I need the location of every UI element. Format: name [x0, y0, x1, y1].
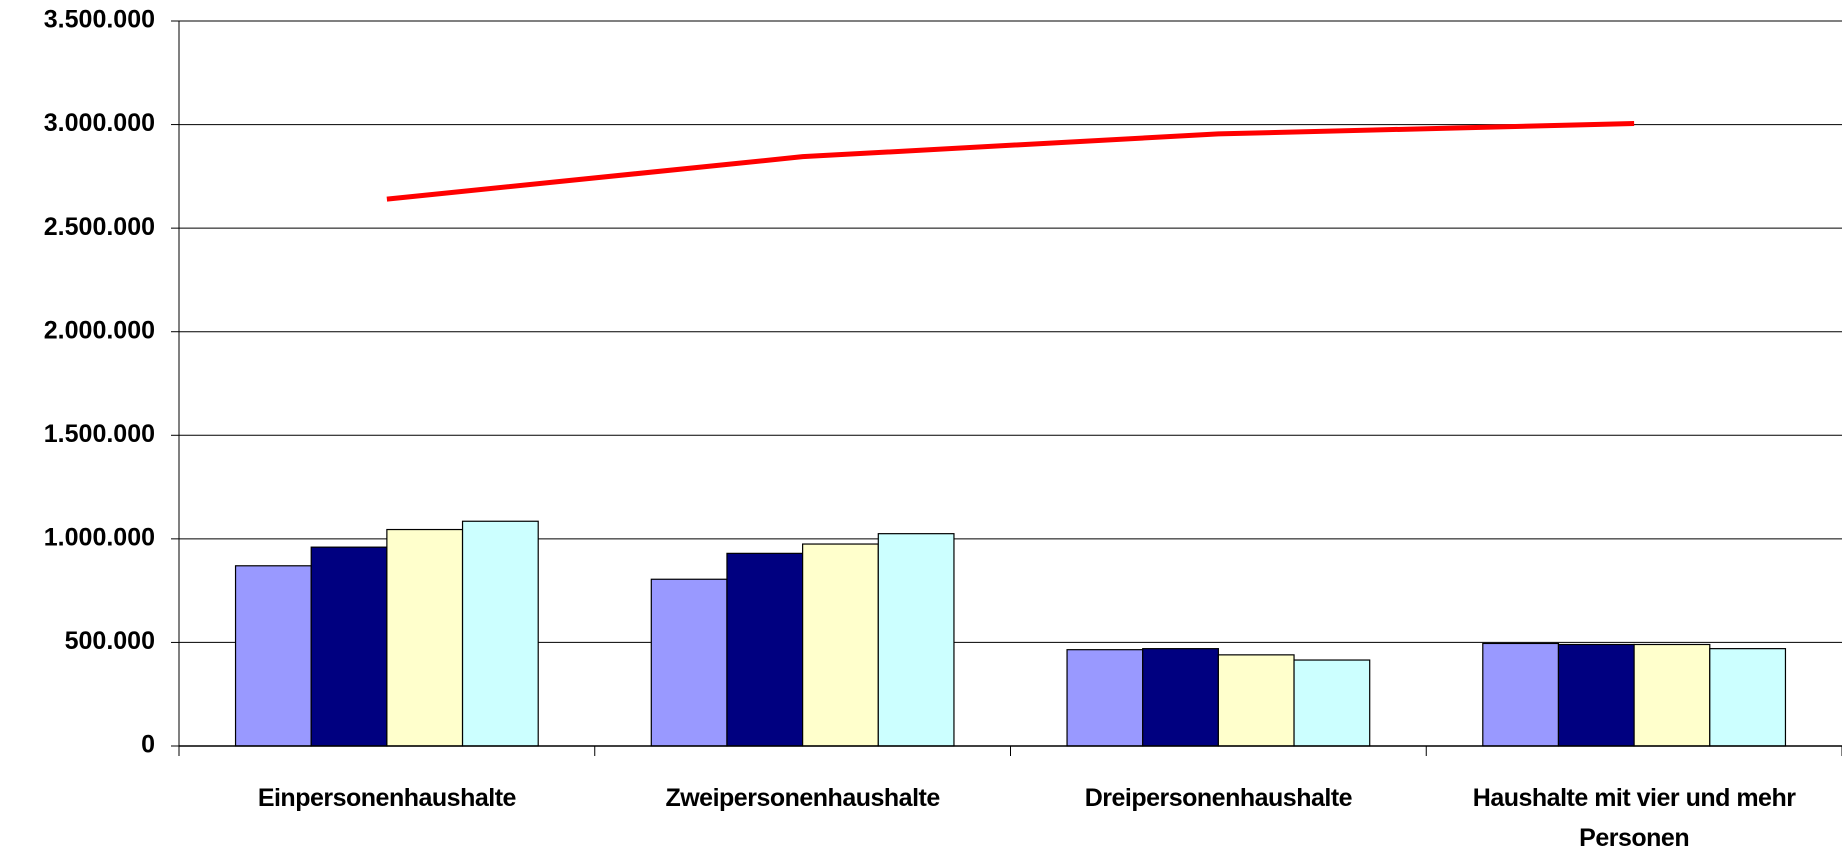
bar [234, 565, 312, 747]
x-tick-label: Dreipersonenhaushalte [1084, 784, 1353, 812]
bar [1293, 659, 1371, 747]
x-tick-label: Haushalte mit vier und mehr Personen [1472, 784, 1796, 852]
bar [1217, 654, 1295, 747]
y-tick-label: 2.000.000 [44, 316, 155, 344]
y-tick-label: 3.000.000 [44, 109, 155, 137]
bar [726, 552, 804, 747]
bar [1633, 643, 1711, 747]
y-tick-label: 1.500.000 [44, 420, 155, 448]
y-tick-label: 2.500.000 [44, 213, 155, 241]
y-tick-label: 1.000.000 [44, 523, 155, 551]
y-tick-label: 3.500.000 [44, 6, 155, 34]
bar [1142, 648, 1219, 747]
bar [1557, 643, 1635, 747]
bar [802, 543, 879, 747]
x-tick-label: Zweipersonenhaushalte [665, 784, 940, 812]
bar [650, 578, 728, 747]
bar [1482, 642, 1560, 747]
bar [1709, 648, 1787, 747]
y-tick-label: 0 [141, 731, 155, 759]
x-tick-label: Einpersonenhaushalte [257, 784, 517, 812]
bar [461, 520, 539, 747]
bar [310, 546, 388, 747]
bar [1066, 649, 1144, 747]
line [386, 121, 1635, 202]
y-tick-label: 500.000 [65, 627, 155, 655]
bar [877, 533, 955, 747]
bar [386, 528, 464, 747]
